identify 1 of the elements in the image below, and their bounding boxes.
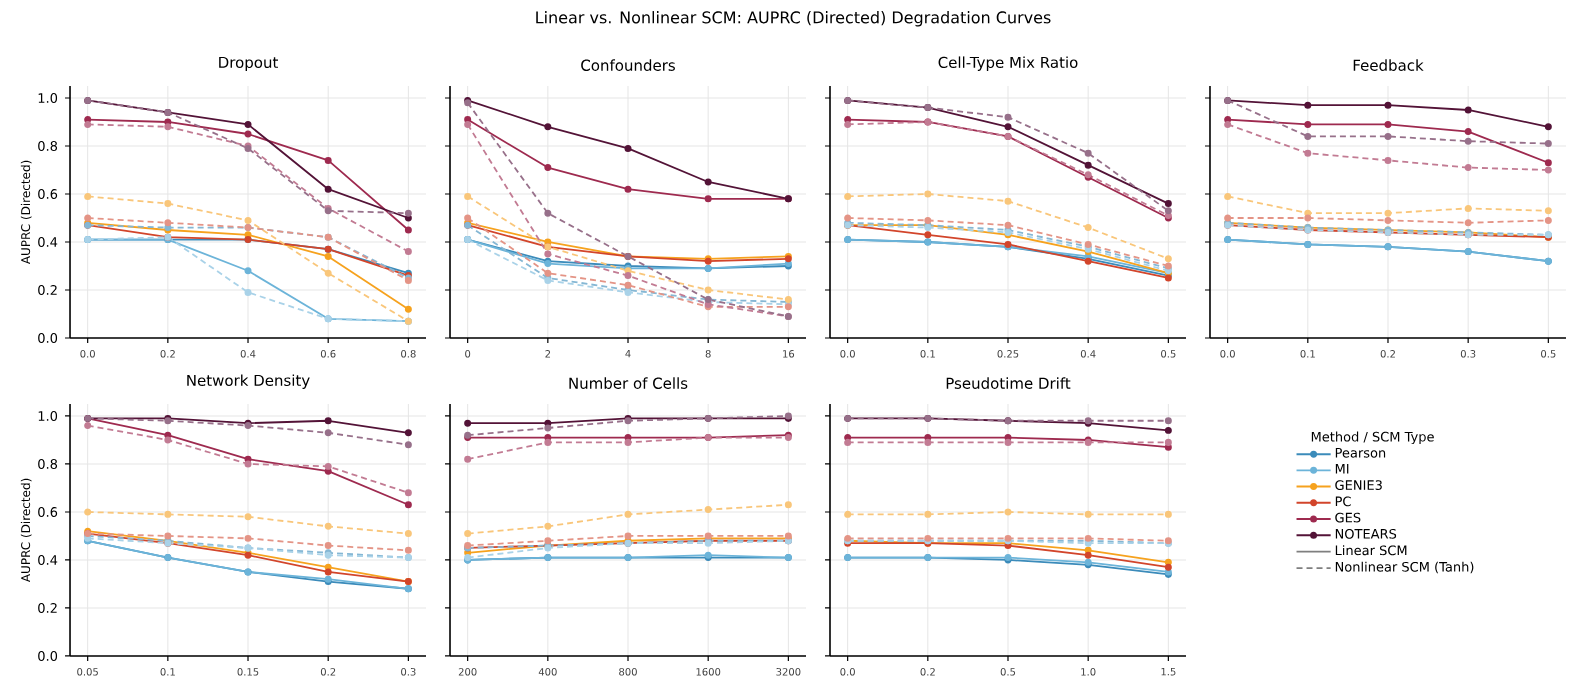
text: Linear vs. Nonlinear SCM: AUPRC (Directed) Degradation Curves (536, 11, 1051, 27)
